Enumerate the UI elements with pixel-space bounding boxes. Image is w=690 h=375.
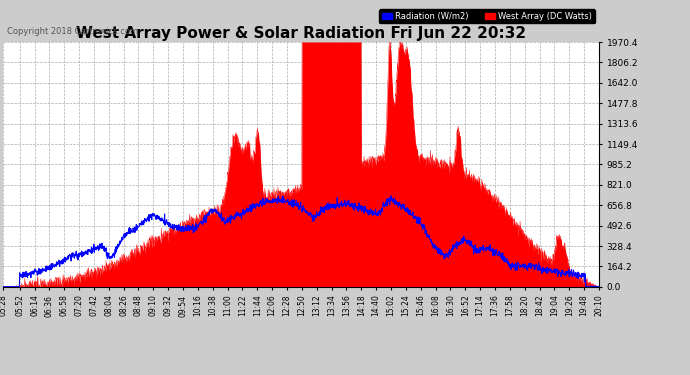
Legend: Radiation (W/m2), West Array (DC Watts): Radiation (W/m2), West Array (DC Watts) [379,9,595,23]
Text: Copyright 2018 Cartronics.com: Copyright 2018 Cartronics.com [7,27,138,36]
Title: West Array Power & Solar Radiation Fri Jun 22 20:32: West Array Power & Solar Radiation Fri J… [76,26,526,41]
